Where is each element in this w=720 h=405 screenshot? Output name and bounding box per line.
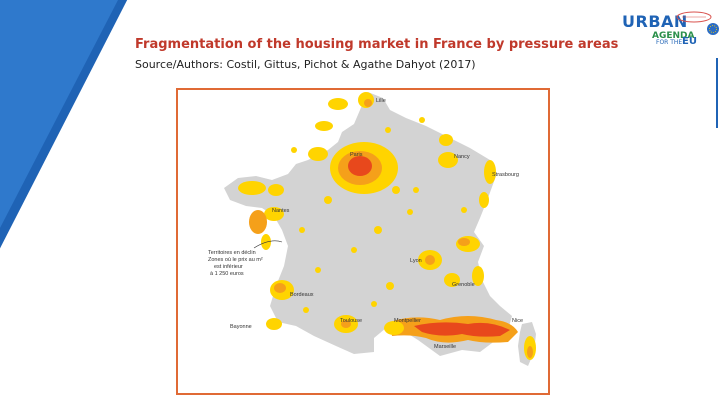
city-label-nancy: Nancy bbox=[454, 154, 470, 160]
slide-subtitle: Source/Authors: Costil, Gittus, Pichot &… bbox=[135, 58, 476, 71]
logo-eu-text: EU bbox=[682, 36, 697, 47]
city-label-paris: Paris bbox=[350, 152, 363, 158]
eu-stars-icon bbox=[707, 23, 719, 35]
france-pressure-map: Lille Paris Nancy Strasbourg Nantes Lyon… bbox=[208, 92, 536, 366]
city-label-grenoble: Grenoble bbox=[452, 282, 475, 288]
city-label-montpellier: Montpellier bbox=[394, 318, 421, 324]
city-label-strasbourg: Strasbourg bbox=[492, 172, 519, 178]
logo-for-the-text: FOR THE bbox=[656, 39, 683, 46]
logo-badge-icon bbox=[676, 11, 712, 23]
right-accent-line bbox=[716, 58, 718, 128]
city-label-toulouse: Toulouse bbox=[340, 318, 362, 324]
logo-urban-text: URBAN bbox=[622, 12, 688, 31]
city-label-marseille: Marseille bbox=[434, 344, 456, 350]
legend-line-3: est inférieur bbox=[214, 264, 243, 270]
city-label-nantes: Nantes bbox=[272, 208, 290, 214]
legend-line-4: à 1 250 euros bbox=[210, 271, 244, 277]
city-label-bordeaux: Bordeaux bbox=[290, 292, 314, 298]
urban-agenda-logo: URBAN AGENDA FOR THE EU bbox=[622, 8, 719, 48]
logo-agenda-text: AGENDA bbox=[652, 31, 695, 41]
city-label-lille: Lille bbox=[376, 98, 386, 104]
left-accent-band bbox=[0, 0, 129, 251]
legend-line-1: Territoires en déclin bbox=[208, 250, 256, 256]
map-legend-declining: Territoires en déclin Zones où le prix a… bbox=[208, 240, 283, 277]
city-label-nice: Nice bbox=[512, 318, 523, 324]
slide-title: Fragmentation of the housing market in F… bbox=[135, 37, 619, 52]
legend-line-2: Zones où le prix au m² bbox=[208, 257, 263, 263]
legend-pointer bbox=[253, 240, 283, 249]
city-labels: Lille Paris Nancy Strasbourg Nantes Lyon… bbox=[230, 98, 523, 350]
city-label-lyon: Lyon bbox=[410, 258, 422, 264]
city-label-bayonne: Bayonne bbox=[230, 324, 252, 330]
map-frame: Lille Paris Nancy Strasbourg Nantes Lyon… bbox=[176, 88, 550, 395]
